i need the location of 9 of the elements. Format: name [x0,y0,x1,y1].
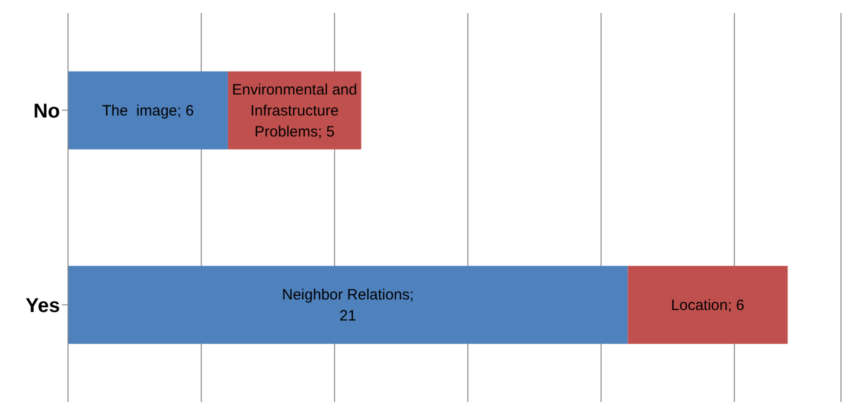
data-label: Location; 6 [671,297,744,314]
y-tick-label: No [33,100,60,122]
data-label: Neighbor Relations; 21 [282,286,414,325]
bar [68,71,228,150]
y-tick-label: Yes [26,294,60,317]
data-label: Environmental and Infrastructure Problems; 5 [232,82,358,141]
bar [68,266,628,344]
data-label: The image; 6 [102,102,194,120]
bar [628,266,788,344]
